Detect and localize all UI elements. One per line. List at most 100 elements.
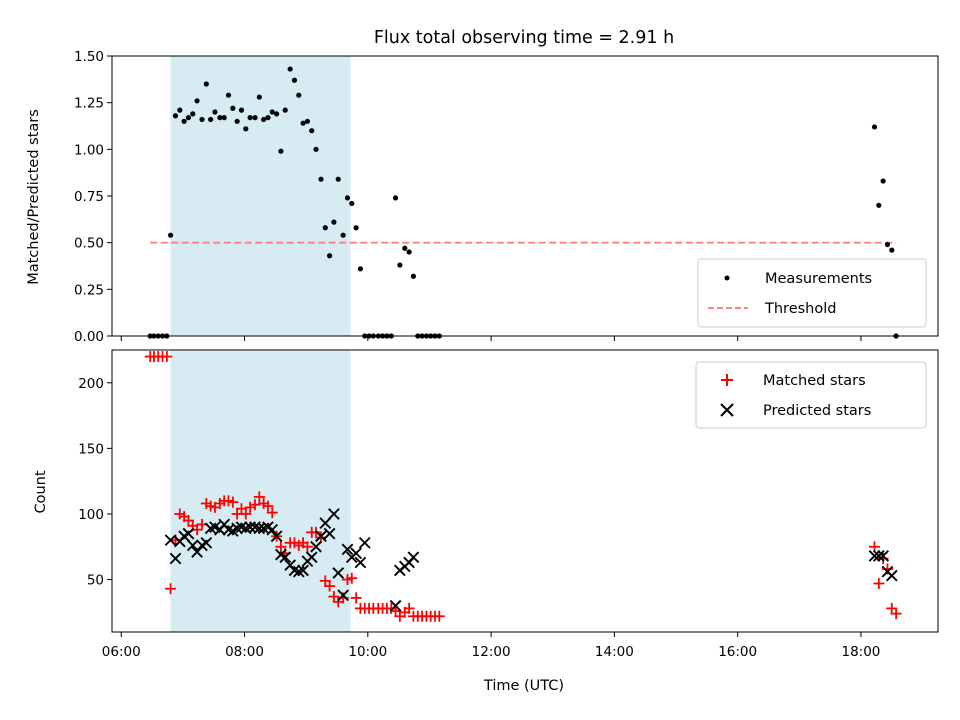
predicted-star-point	[328, 508, 340, 520]
measurement-point	[194, 98, 200, 104]
bottom-y-tick-label: 150	[78, 441, 104, 457]
predicted-star-point	[868, 550, 881, 562]
matched-stars-legend-marker	[721, 374, 733, 386]
predicted-star-point	[323, 527, 336, 540]
top-y-tick-label: 0.25	[74, 282, 104, 298]
bottom-panel: 50 100 150 200 06:00 08:00 10:00 12:00 14:00 16:…	[33, 349, 939, 694]
measurement-point	[190, 111, 196, 117]
measurement-point	[353, 225, 359, 231]
bottom-y-ticks: 50 100 150 200	[78, 376, 112, 589]
matched-star-point	[227, 496, 239, 508]
measurement-point	[203, 81, 209, 87]
x-tick-label: 06:00	[102, 644, 141, 660]
predicted-star-point	[337, 589, 350, 602]
measurement-point	[208, 116, 214, 123]
top-panel-highlight-span	[170, 56, 351, 336]
x-tick-label: 16:00	[718, 644, 757, 660]
matched-star-point	[165, 583, 177, 595]
top-y-tick-label: 1.50	[74, 49, 104, 65]
matched-star-point	[161, 351, 173, 363]
measurement-point	[269, 109, 275, 115]
measurement-point	[221, 115, 227, 121]
predicted-star-point	[279, 551, 292, 564]
predicted-star-point	[169, 552, 182, 565]
predicted-stars-points	[164, 508, 898, 612]
predicted-star-point	[332, 567, 345, 579]
top-y-tick-label: 0.00	[74, 329, 104, 345]
measurement-point	[282, 107, 288, 113]
measurements-legend-marker	[724, 275, 730, 281]
predicted-star-point	[244, 521, 256, 533]
x-axis-label: Time (UTC)	[483, 678, 564, 694]
matched-star-point	[350, 592, 362, 604]
bottom-y-axis-label: Count	[33, 470, 49, 513]
bottom-x-ticks: 06:00 08:00 10:00 12:00 14:00 16:00 18:00	[102, 632, 880, 660]
matched-star-point	[253, 491, 265, 503]
matched-star-point	[403, 602, 415, 614]
bottom-panel-highlight-span	[170, 350, 351, 632]
x-tick-label: 10:00	[348, 644, 387, 660]
matched-star-point	[266, 507, 278, 519]
predicted-star-point	[877, 550, 890, 562]
predicted-star-point	[315, 530, 327, 543]
measurement-point	[335, 176, 341, 182]
matched-stars-legend-label: Matched stars	[763, 373, 866, 389]
bottom-panel-frame	[111, 349, 939, 633]
measurements-legend-label: Measurements	[765, 271, 872, 287]
matched-star-point	[240, 508, 252, 520]
measurement-point	[185, 115, 192, 121]
predicted-stars-legend-label: Predicted stars	[763, 403, 871, 419]
predicted-star-point	[266, 523, 279, 536]
top-legend-frame	[697, 258, 927, 328]
matched-stars-points	[144, 351, 902, 622]
bottom-y-tick-label: 50	[87, 573, 104, 589]
top-y-tick-label: 0.50	[74, 236, 104, 252]
x-tick-label: 18:00	[841, 644, 880, 660]
matched-star-point	[890, 608, 902, 620]
measurement-point	[225, 92, 232, 98]
matched-star-point	[346, 572, 358, 584]
measurement-point	[397, 262, 403, 268]
predicted-star-point	[305, 551, 318, 564]
matched-star-point	[249, 499, 261, 511]
predicted-star-point	[354, 556, 367, 569]
chart-title: Flux total observing time = 2.91 h	[374, 28, 674, 48]
measurement-point	[256, 94, 262, 100]
measurement-point	[278, 148, 284, 154]
matched-star-point	[873, 577, 885, 589]
measurement-point	[296, 92, 302, 98]
predicted-star-point	[407, 551, 420, 564]
measurement-point	[181, 118, 187, 124]
top-legend: Measurements Threshold	[697, 258, 927, 328]
predicted-star-point	[872, 550, 885, 562]
matched-star-point	[433, 610, 445, 622]
measurement-point	[247, 115, 253, 121]
measurement-point	[326, 253, 333, 259]
predicted-star-point	[297, 564, 309, 577]
measurement-point	[392, 195, 399, 201]
measurement-point	[304, 118, 311, 124]
x-tick-label: 08:00	[225, 644, 264, 660]
measurement-point	[265, 115, 271, 121]
measurement-point	[357, 266, 364, 272]
threshold-legend-label: Threshold	[764, 301, 836, 317]
predicted-star-point	[200, 536, 213, 549]
top-panel: 0.00 0.25 0.50 0.75 1.00 1.25 1.50 Matched/Pre…	[26, 49, 939, 345]
matched-star-point	[275, 541, 287, 553]
matched-star-point	[262, 500, 274, 512]
measurement-point	[243, 126, 249, 132]
measurement-point	[349, 200, 355, 207]
measurement-point	[318, 176, 324, 182]
measurement-point	[291, 77, 298, 83]
predicted-star-point	[885, 569, 898, 582]
measurement-point	[238, 107, 245, 113]
measurement-point	[871, 124, 878, 130]
top-y-tick-label: 0.75	[74, 189, 104, 205]
predicted-star-point	[319, 517, 332, 530]
measurement-point	[331, 219, 337, 225]
top-y-tick-label: 1.25	[74, 96, 104, 112]
measurement-point	[406, 249, 412, 255]
measurement-point	[212, 109, 218, 115]
predicted-star-point	[270, 530, 283, 543]
